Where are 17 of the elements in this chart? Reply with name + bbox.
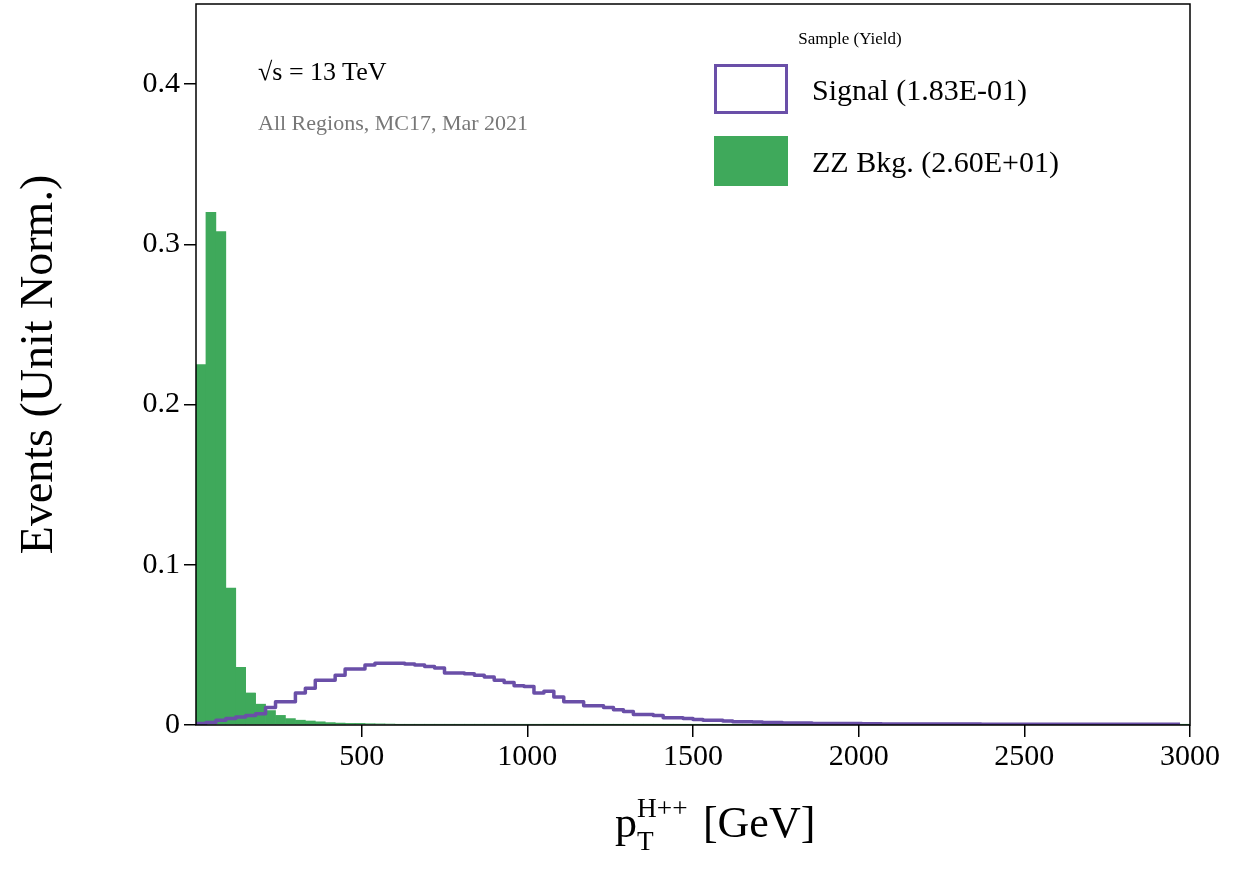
legend-label: Signal (1.83E-01)	[812, 73, 1027, 107]
legend-label: ZZ Bkg. (2.60E+01)	[812, 145, 1059, 179]
x-tick-label: 500	[339, 737, 385, 771]
x-tick-label: 2500	[994, 737, 1055, 771]
legend-title: Sample (Yield)	[798, 29, 902, 48]
x-tick-label: 1000	[497, 737, 558, 771]
x-tick-label: 3000	[1160, 737, 1220, 771]
y-tick-label: 0.2	[142, 385, 180, 419]
y-axis-title: Events (Unit Norm.)	[10, 174, 62, 555]
x-tick-label: 2000	[828, 737, 889, 771]
annotation: All Regions, MC17, Mar 2021	[258, 110, 529, 135]
annotation: √s = 13 TeV	[258, 57, 387, 86]
y-tick-label: 0.1	[142, 545, 180, 579]
y-tick-label: 0.4	[142, 64, 180, 98]
y-tick-label: 0.3	[142, 225, 180, 259]
y-tick-label: 0	[165, 705, 180, 739]
x-tick-label: 1500	[663, 737, 723, 771]
